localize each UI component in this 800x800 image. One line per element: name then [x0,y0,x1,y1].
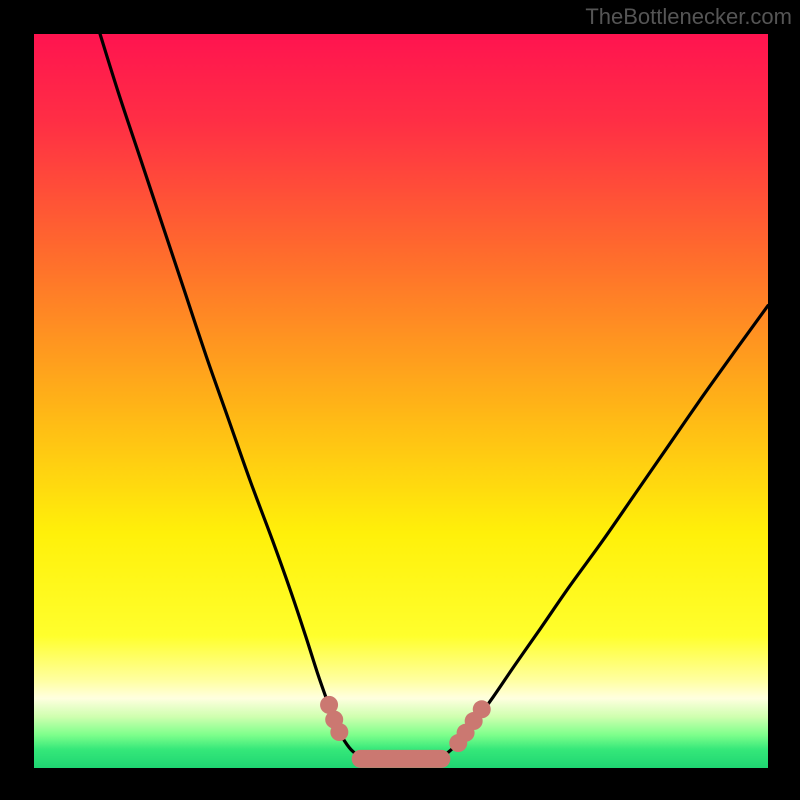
bottleneck-curve [100,34,768,762]
curve-overlay [0,0,800,800]
watermark-text: TheBottlenecker.com [585,4,792,30]
valley-marker [473,700,491,718]
valley-marker [330,723,348,741]
chart-stage: TheBottlenecker.com [0,0,800,800]
